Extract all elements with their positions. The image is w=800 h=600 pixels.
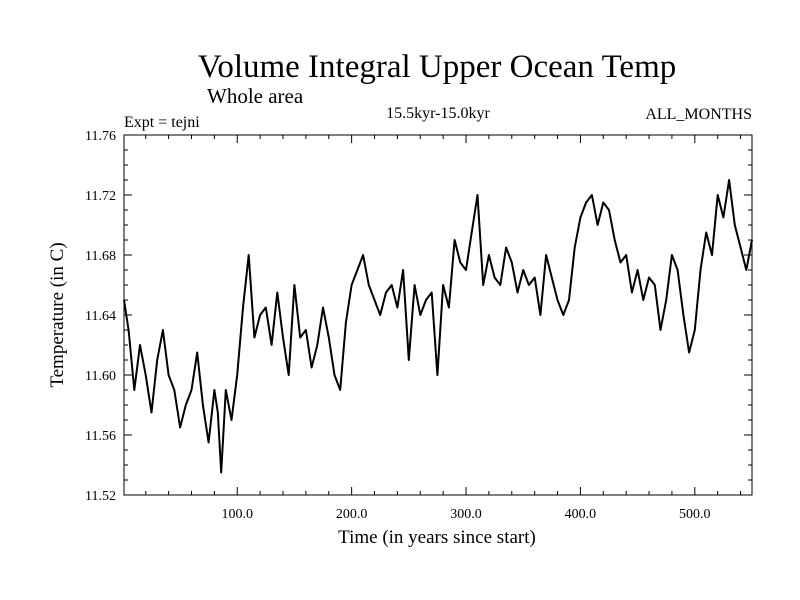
y-tick-label: 11.68 <box>85 249 116 264</box>
y-tick-label: 11.76 <box>85 129 116 144</box>
experiment-label: Expt = tejni <box>124 114 200 131</box>
temperature-series-line <box>123 179 753 474</box>
x-tick-label: 100.0 <box>221 507 253 522</box>
y-tick-label: 11.56 <box>85 429 116 444</box>
chart-subtitle: Whole area <box>207 84 304 108</box>
x-tick-label: 500.0 <box>679 507 711 522</box>
x-axis-label: Time (in years since start) <box>338 527 536 548</box>
y-tick-label: 11.72 <box>85 189 116 204</box>
chart-title: Volume Integral Upper Ocean Temp <box>198 49 676 85</box>
y-tick-label: 11.52 <box>85 489 116 504</box>
y-tick-label: 11.60 <box>85 369 116 384</box>
y-tick-label: 11.64 <box>85 309 116 324</box>
period-label: 15.5kyr-15.0kyr <box>386 105 490 122</box>
x-tick-label: 400.0 <box>565 507 597 522</box>
x-tick-label: 300.0 <box>450 507 482 522</box>
x-tick-label: 200.0 <box>336 507 368 522</box>
y-axis-label: Temperature (in C) <box>47 242 68 387</box>
y-axis: 11.52 11.56 11.60 11.64 11.68 11.72 11.76 <box>85 129 752 504</box>
months-label: ALL_MONTHS <box>645 106 752 123</box>
x-axis: 100.0 200.0 300.0 400.0 500.0 <box>145 135 742 522</box>
